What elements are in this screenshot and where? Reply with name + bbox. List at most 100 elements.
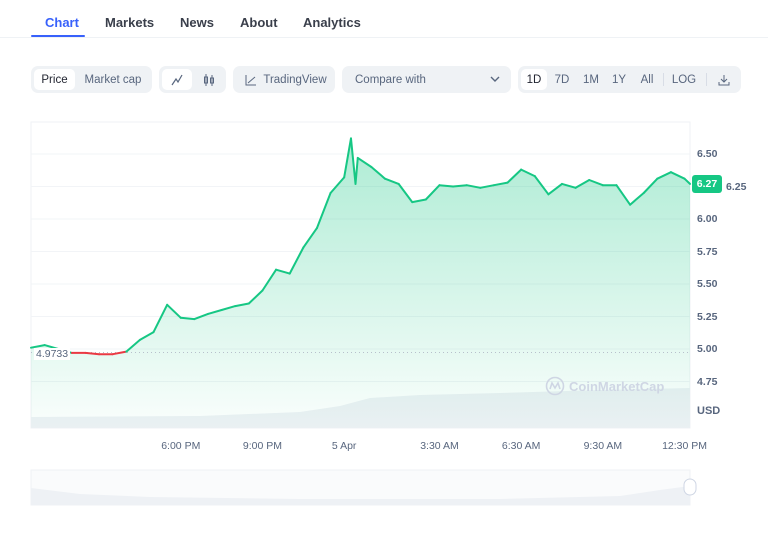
navigator-series [31, 486, 690, 505]
price-line-segment [656, 171, 672, 180]
tab-chart[interactable]: Chart [45, 15, 79, 30]
tab-bar: Chart Markets News About Analytics [0, 0, 768, 38]
x-tick-label: 12:30 PM [662, 440, 708, 452]
x-tick-label: 5 Apr [331, 440, 357, 452]
price-line-segment [642, 177, 659, 194]
price-line-segment [261, 268, 278, 292]
compare-with-label: Compare with [355, 73, 426, 86]
price-line-segment [220, 305, 237, 311]
divider [706, 73, 707, 86]
range-1m[interactable]: 1M [583, 73, 599, 86]
download-icon [718, 74, 730, 85]
x-tick-label: 6:00 PM [161, 440, 201, 452]
navigator-handle[interactable] [683, 478, 697, 496]
watermark: CoinMarketCap [545, 376, 664, 396]
price-line-segment [669, 171, 686, 180]
tradingview-content: TradingView [241, 69, 331, 90]
tradingview-label: TradingView [263, 73, 327, 86]
price-line-segment [84, 351, 101, 356]
watermark-text: CoinMarketCap [569, 378, 665, 394]
tradingview-icon [245, 74, 257, 85]
range-1y[interactable]: 1Y [611, 73, 627, 86]
current-price-label: 6.27 [692, 175, 722, 193]
tab-about[interactable]: About [240, 15, 278, 30]
line-chart-button[interactable] [162, 69, 192, 90]
price-line-segment [683, 177, 691, 185]
price-line-segment [288, 246, 305, 275]
tab-analytics[interactable]: Analytics [303, 15, 361, 30]
price-line-segment [465, 184, 482, 189]
price-line-segment [438, 184, 455, 188]
price-line-segment [615, 184, 632, 206]
price-line-segment [354, 156, 359, 185]
currency-label: USD [697, 405, 721, 417]
download-button[interactable] [712, 69, 736, 90]
time-range-selector: 1D 7D 1M 1Y All LOG [518, 66, 741, 93]
price-line-segment [349, 137, 357, 185]
range-all[interactable]: All [640, 73, 654, 86]
y-tick-label: 5.25 [697, 310, 718, 323]
x-tick-label: 3:30 AM [420, 440, 459, 452]
coinmarketcap-logo-icon [545, 376, 565, 396]
price-line-segment [574, 179, 591, 189]
range-1d[interactable]: 1D [521, 69, 547, 90]
market-cap-button[interactable]: Market cap [84, 73, 142, 86]
price-line-segment [533, 175, 550, 196]
price-line-segment [166, 303, 182, 319]
price-marketcap-toggle: Price Market cap [31, 66, 152, 93]
y-tick-label: 6.50 [697, 148, 718, 160]
chart-type-toggle [159, 66, 226, 93]
price-line-segment [452, 184, 468, 188]
price-line-segment [424, 184, 441, 201]
price-line-segment [588, 179, 604, 187]
price-line-segment [315, 192, 332, 230]
y-tick-label: 6.25 [726, 180, 747, 193]
candlestick-button[interactable] [194, 69, 223, 90]
price-line-segment [138, 331, 155, 341]
price-line-segment [207, 309, 223, 315]
price-line-segment [356, 156, 373, 168]
price-line-segment [193, 312, 210, 321]
price-line-segment [275, 268, 291, 275]
price-line-segment [125, 338, 141, 353]
price-area-fill [31, 138, 690, 428]
price-line-segment [561, 182, 577, 189]
range-7d[interactable]: 7D [554, 73, 570, 86]
price-line-segment [492, 181, 509, 187]
price-line-segment [479, 184, 495, 189]
active-tab-indicator [31, 35, 85, 37]
price-line-segment [179, 316, 196, 321]
x-tick-label: 9:00 PM [242, 440, 283, 452]
price-button[interactable]: Price [34, 69, 75, 90]
tradingview-button[interactable]: TradingView [233, 66, 335, 93]
y-tick-label: 5.00 [697, 343, 718, 355]
price-line-segment [30, 344, 46, 349]
candlestick-icon [203, 73, 214, 86]
tab-markets[interactable]: Markets [105, 15, 155, 30]
y-tick-label: 5.50 [697, 278, 718, 290]
price-line-segment [411, 198, 427, 204]
x-tick-label: 9:30 AM [583, 440, 623, 452]
price-line-segment [547, 182, 564, 196]
price-line-segment [152, 303, 169, 334]
compare-with-dropdown[interactable]: Compare with [342, 66, 511, 93]
price-line-segment [329, 176, 346, 194]
tab-news[interactable]: News [180, 15, 214, 30]
price-line-segment [629, 192, 645, 206]
price-line-segment [343, 137, 352, 179]
price-line-segment [384, 177, 400, 185]
y-tick-label: 4.75 [697, 375, 718, 388]
price-line-segment [111, 350, 128, 356]
chevron-down-icon [490, 76, 500, 82]
log-scale-button[interactable]: LOG [671, 73, 697, 86]
y-tick-label: 6.00 [697, 213, 718, 225]
reference-price-label: 4.9733 [34, 348, 71, 360]
price-line-segment [302, 227, 318, 249]
price-line-segment [234, 302, 250, 308]
x-tick-label: 6:30 AM [501, 440, 541, 452]
price-line-segment [247, 289, 264, 305]
price-line-segment [397, 182, 414, 204]
y-tick-label: 5.75 [697, 245, 718, 258]
price-line-segment [506, 168, 523, 184]
